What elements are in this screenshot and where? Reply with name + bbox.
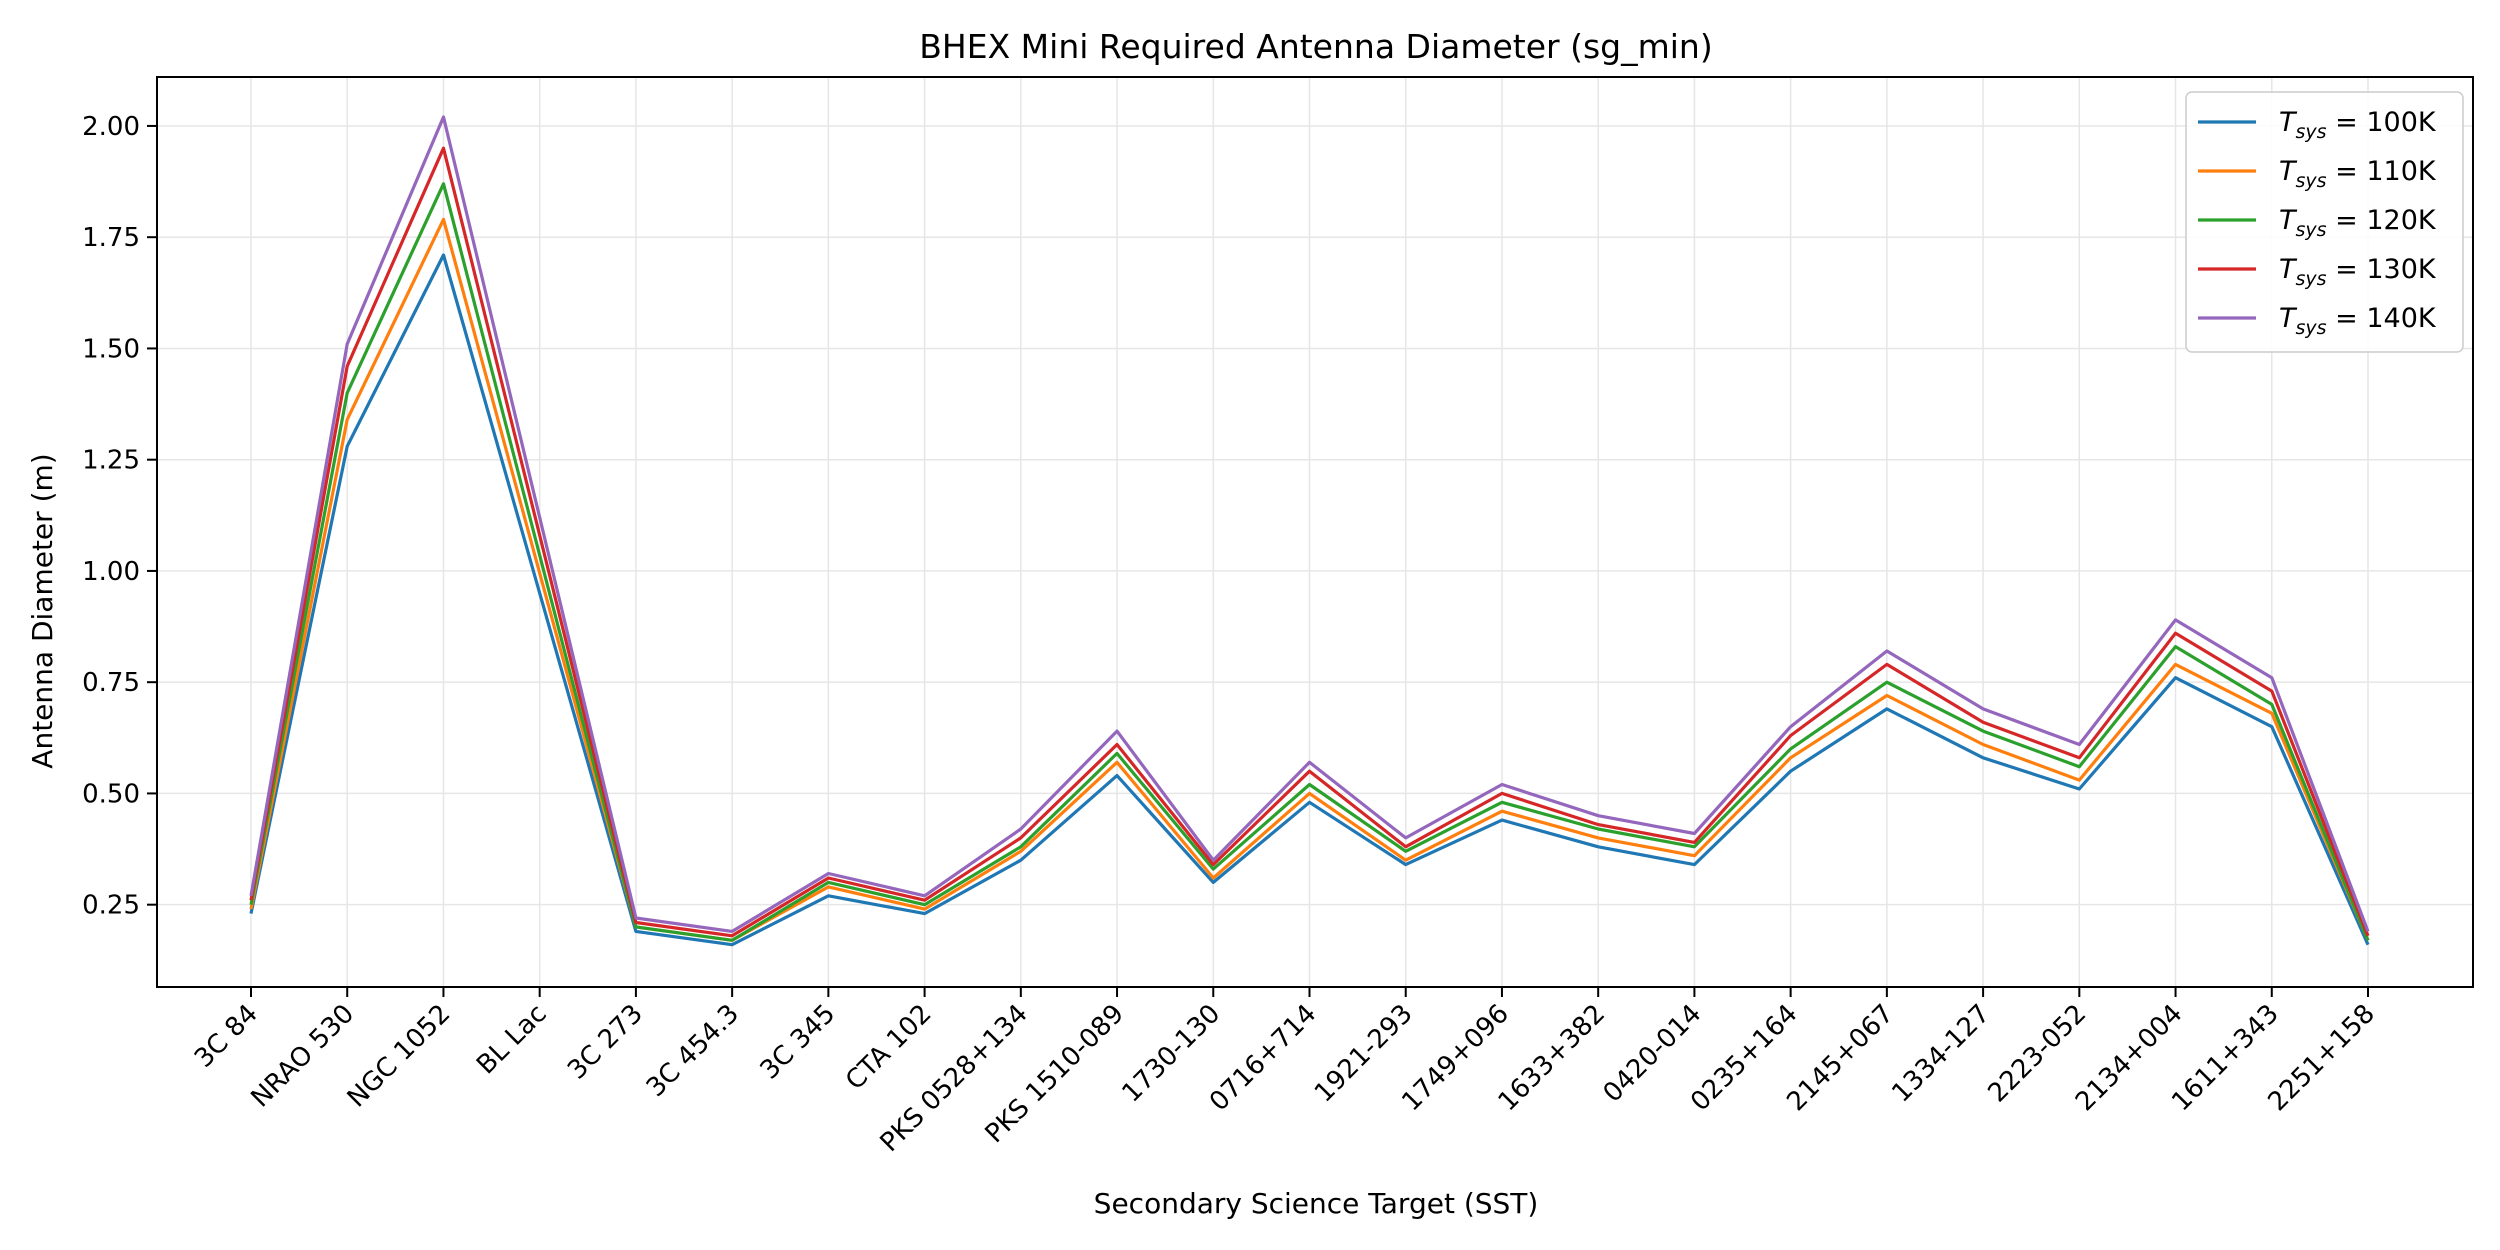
y-axis-title: Antenna Diameter (m) bbox=[26, 453, 59, 768]
legend-box bbox=[2185, 91, 2464, 353]
x-axis-title: Secondary Science Target (SST) bbox=[1094, 1187, 1539, 1220]
series-line-0 bbox=[249, 253, 2370, 947]
series-line-3 bbox=[249, 146, 2370, 938]
grid-lines bbox=[157, 77, 2473, 987]
y-tick-label: 1.50 bbox=[82, 334, 140, 364]
y-tick-label: 1.75 bbox=[82, 223, 140, 253]
y-tick-label: 2.00 bbox=[82, 112, 140, 142]
legend: Tsys = 100K Tsys = 110K Tsys = 120K Tsys = … bbox=[2185, 91, 2464, 353]
y-tick-label: 0.50 bbox=[82, 779, 140, 809]
y-tick-label: 1.00 bbox=[82, 557, 140, 587]
y-tick-label: 0.25 bbox=[82, 891, 140, 921]
y-tick-label: 0.75 bbox=[82, 668, 140, 698]
legend-entry-label: Tsys = 130K bbox=[2279, 254, 2437, 290]
legend-entry-label: Tsys = 100K bbox=[2279, 107, 2437, 143]
y-tick-label: 1.25 bbox=[82, 446, 140, 476]
plot-area-frame bbox=[156, 76, 2474, 988]
chart-title: BHEX Mini Required Antenna Diameter (sg_… bbox=[919, 27, 1712, 66]
series-line-2 bbox=[249, 182, 2370, 942]
series-lines bbox=[249, 115, 2370, 947]
legend-entry-label: Tsys = 110K bbox=[2279, 156, 2437, 192]
series-line-4 bbox=[249, 115, 2370, 934]
legend-entry-label: Tsys = 140K bbox=[2279, 303, 2437, 339]
legend-entry-label: Tsys = 120K bbox=[2279, 205, 2437, 241]
y-axis: 0.25 0.50 0.75 1.00 1.25 1.50 1.75 2.00 bbox=[82, 112, 157, 921]
